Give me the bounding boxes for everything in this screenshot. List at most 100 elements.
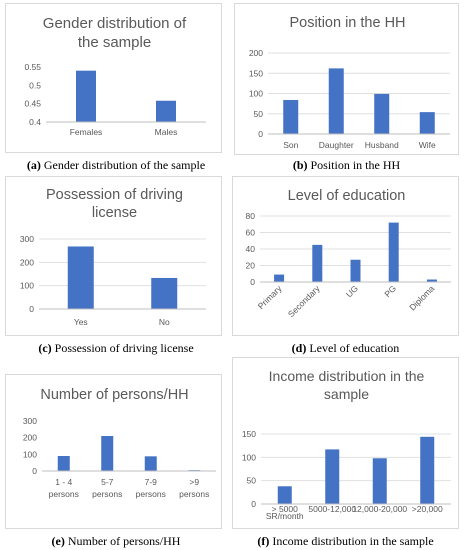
y-tick-label: 0: [32, 466, 37, 476]
caption-d: (d) Level of education: [232, 341, 459, 356]
y-tick-label: 300: [23, 416, 37, 426]
x-tick-label: No: [159, 317, 170, 327]
bar-daughter: [328, 68, 344, 134]
y-tick-label: 100: [242, 452, 256, 462]
bar-son: [283, 99, 299, 134]
caption-d-label: (d): [291, 341, 307, 355]
caption-c-text: Possession of driving license: [51, 341, 194, 355]
y-tick-label: 100: [23, 449, 37, 459]
y-tick-label: 20: [246, 261, 256, 271]
x-tick-label: PG: [382, 283, 398, 299]
bar-ug: [350, 259, 361, 282]
caption-e-label: (e): [51, 534, 65, 548]
chart-position-svg: Position in the HH 0 50 100 150 200 Son Daughte…: [249, 15, 450, 150]
caption-b: (b) Position in the HH: [234, 158, 459, 173]
chart-title: the sample: [78, 34, 151, 51]
chart-license-svg: Possession of driving license 0 100 200 300 Ye…: [20, 187, 206, 327]
bar-diploma: [426, 279, 437, 282]
y-tick-label: 0: [29, 304, 34, 314]
chart-driving-license: Possession of driving license 0 100 200 300 Ye…: [5, 176, 222, 336]
x-tick-label: Females: [70, 127, 103, 137]
x-tick-label: Males: [155, 127, 178, 137]
caption-a-label: (a): [26, 158, 41, 172]
bar-males: [156, 100, 176, 122]
y-tick-label: 0: [258, 129, 263, 139]
y-tick-label: 150: [242, 429, 256, 439]
x-tick-label: 12,000-20,000: [352, 504, 407, 514]
x-tick-label: UG: [344, 283, 360, 299]
chart-position-in-hh: Position in the HH 0 50 100 150 200 Son Daughte…: [234, 3, 459, 155]
y-tick-label: 50: [254, 109, 264, 119]
x-tick-label: Yes: [74, 317, 88, 327]
x-tick-label: 7-9 persons: [136, 477, 166, 499]
chart-gender-svg: Gender distribution of the sample 0.4 0.45 0…: [24, 15, 206, 137]
x-tick-label: Secondary: [286, 283, 322, 319]
chart-education-svg: Level of education 0 20 40 60 80 Primary Second…: [246, 188, 451, 319]
x-tick-label: Diploma: [407, 283, 436, 312]
x-tick-label: Primary: [256, 283, 284, 311]
chart-title: Number of persons/HH: [40, 387, 188, 403]
y-tick-label: 0.45: [24, 99, 41, 109]
chart-income-distribution: Income distribution in the sample 0 50 100 15…: [232, 357, 459, 529]
caption-b-text: Position in the HH: [307, 158, 401, 172]
x-tick-label: 1 - 4 persons: [49, 477, 79, 499]
caption-f: (f) Income distribution in the sample: [232, 534, 459, 549]
caption-b-label: (b): [292, 158, 308, 172]
y-tick-label: 150: [249, 68, 263, 78]
chart-level-of-education: Level of education 0 20 40 60 80 Primary Second…: [232, 176, 459, 336]
x-tick-label: >9 persons: [179, 477, 209, 499]
x-tick-label: >20,000: [412, 504, 443, 514]
y-tick-label: 0.5: [29, 80, 41, 90]
chart-title: Position in the HH: [289, 15, 405, 31]
caption-d-text: Level of education: [306, 341, 400, 355]
chart-title: license: [92, 205, 137, 221]
x-tick-label: 5000-12,000: [308, 504, 356, 514]
y-tick-label: 60: [246, 228, 256, 238]
y-tick-label: 0: [251, 499, 256, 509]
y-tick-label: 0.55: [24, 62, 41, 72]
bar-females: [76, 70, 96, 122]
bar-5000-12-000: [325, 449, 340, 504]
caption-f-text: Income distribution in the sample: [269, 534, 434, 548]
chart-number-of-persons: Number of persons/HH 0 100 200 300 1 - 4 perso…: [5, 374, 222, 529]
bar-no: [151, 277, 178, 309]
y-tick-label: 80: [246, 211, 256, 221]
chart-title: sample: [324, 386, 369, 402]
bar--5000-sr-month: [277, 486, 292, 504]
bar-12-000-20-000: [372, 458, 387, 504]
bar-primary: [274, 274, 285, 282]
chart-gender-distribution: Gender distribution of the sample 0.4 0.45 0…: [5, 3, 222, 153]
caption-c: (c) Possession of driving license: [0, 341, 232, 356]
caption-f-label: (f): [257, 534, 270, 548]
y-tick-label: 100: [249, 89, 263, 99]
caption-c-label: (c): [38, 341, 52, 355]
x-tick-label: Wife: [419, 140, 436, 150]
y-tick-label: 300: [20, 234, 34, 244]
chart-title: Gender distribution of: [43, 15, 187, 32]
bar-wife: [419, 112, 435, 134]
chart-title: Income distribution in the: [269, 368, 425, 384]
y-tick-label: 50: [247, 476, 257, 486]
y-tick-label: 40: [246, 244, 256, 254]
chart-income-svg: Income distribution in the sample 0 50 100 15…: [242, 368, 451, 521]
chart-title: Level of education: [288, 188, 406, 204]
bar-pg: [388, 222, 399, 282]
caption-e: (e) Number of persons/HH: [0, 534, 232, 549]
chart-title: Possession of driving: [46, 187, 183, 203]
y-tick-label: 200: [249, 48, 263, 58]
bar-7-9-persons: [144, 456, 157, 471]
x-tick-label: Daughter: [319, 140, 354, 150]
x-tick-label: Son: [283, 140, 298, 150]
x-tick-label: > 5000 SR/month: [266, 504, 304, 521]
caption-a-text: Gender distribution of the sample: [40, 158, 206, 172]
y-tick-label: 0.4: [29, 117, 41, 127]
bar-yes: [67, 246, 94, 309]
caption-e-text: Number of persons/HH: [64, 534, 181, 548]
y-tick-label: 200: [23, 433, 37, 443]
y-tick-label: 100: [20, 281, 34, 291]
caption-a: (a) Gender distribution of the sample: [0, 158, 232, 173]
y-tick-label: 200: [20, 257, 34, 267]
x-tick-label: Husband: [365, 140, 399, 150]
bar-1-4-persons: [57, 456, 70, 471]
bar-5-7-persons: [101, 436, 114, 471]
